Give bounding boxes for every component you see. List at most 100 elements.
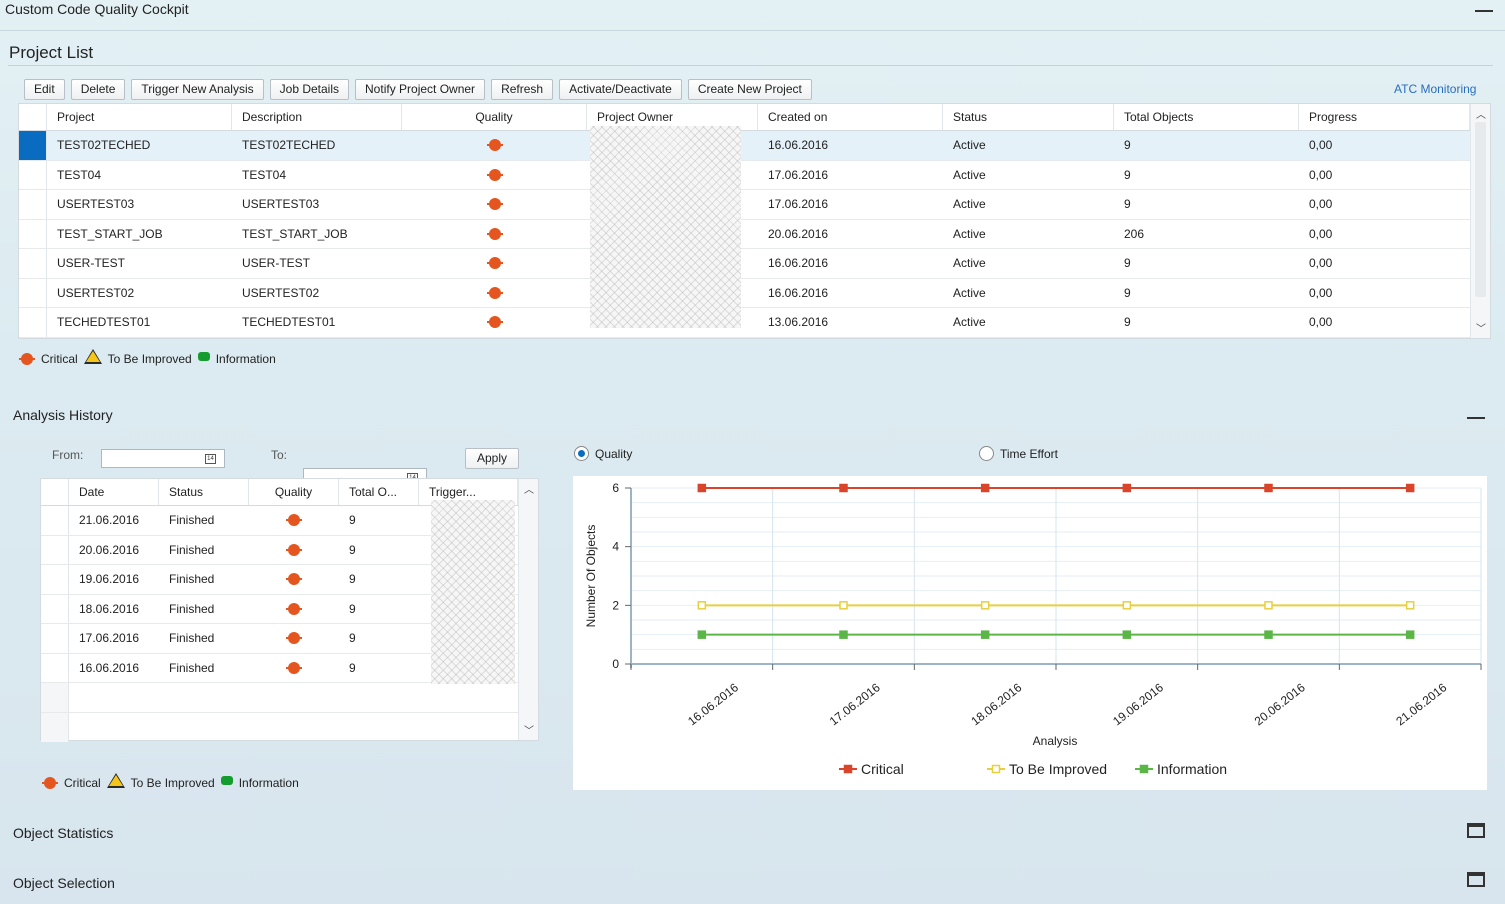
quality-cell	[402, 249, 587, 278]
edit-button[interactable]: Edit	[24, 79, 65, 100]
project-table-scrollbar[interactable]: ︿ ﹀	[1470, 104, 1490, 338]
minimize-icon[interactable]	[1475, 10, 1493, 12]
row-selector[interactable]	[19, 131, 47, 160]
x-tick-label: 21.06.2016	[1393, 680, 1449, 728]
date-cell: 18.06.2016	[79, 601, 140, 616]
radio-time-effort-label: Time Effort	[1000, 446, 1059, 461]
table-row[interactable]: TECHEDTEST01 TECHEDTEST01 13.06.2016 Active…	[19, 308, 1490, 338]
row-selector[interactable]	[19, 160, 47, 189]
row-selector[interactable]	[41, 653, 69, 682]
row-selector[interactable]	[19, 219, 47, 248]
row-selector[interactable]	[19, 190, 47, 219]
table-row[interactable]: TEST_START_JOB TEST_START_JOB 20.06.2016 Ac…	[19, 219, 1490, 249]
column-header-status[interactable]: Status	[159, 479, 249, 505]
row-selector[interactable]	[41, 535, 69, 564]
legend-label: To Be Improved	[1009, 761, 1107, 777]
quality-cell	[402, 161, 587, 190]
radio-quality-button[interactable]	[574, 446, 589, 461]
trigger-new-analysis-button[interactable]: Trigger New Analysis	[131, 79, 264, 100]
column-header-progress[interactable]: Progress	[1299, 104, 1470, 130]
collapse-analysis-icon[interactable]	[1467, 417, 1485, 419]
row-selector[interactable]	[41, 594, 69, 623]
radio-quality[interactable]: Quality	[574, 446, 632, 461]
table-row[interactable]: 19.06.2016 Finished 9	[41, 565, 538, 595]
row-selector[interactable]	[41, 683, 69, 712]
table-row[interactable]: TEST02TECHED TEST02TECHED 16.06.2016 Active…	[19, 131, 1490, 161]
select-all-header[interactable]	[41, 479, 69, 505]
status-cell: Finished	[169, 513, 215, 527]
description-cell: TEST04	[242, 167, 287, 182]
notify-project-owner-button[interactable]: Notify Project Owner	[355, 79, 486, 100]
radio-time-effort[interactable]: Time Effort	[979, 446, 1058, 461]
column-header-total-objects[interactable]: Total O...	[339, 479, 419, 505]
column-header-date[interactable]: Date	[69, 479, 159, 505]
date-cell: 17.06.2016	[79, 631, 140, 645]
table-row[interactable]: 21.06.2016 Finished 9	[41, 506, 538, 536]
row-selector[interactable]	[41, 565, 69, 594]
column-header-project[interactable]: Project	[47, 104, 232, 130]
object-selection-title[interactable]: Object Selection	[13, 875, 115, 891]
quality-cell	[402, 131, 587, 160]
column-header-description[interactable]: Description	[232, 104, 402, 130]
progress-cell: 0,00	[1309, 226, 1333, 241]
total-objects-cell: 206	[1124, 226, 1145, 241]
data-point	[697, 483, 707, 493]
column-header-project-owner[interactable]: Project Owner	[587, 104, 758, 130]
select-all-header[interactable]	[19, 104, 47, 130]
column-header-quality[interactable]: Quality	[402, 104, 587, 130]
row-selector[interactable]	[19, 278, 47, 307]
history-table-header: Date Status Quality Total O... Trigger..…	[41, 479, 538, 506]
header-divider	[0, 30, 1505, 31]
data-point	[980, 630, 990, 639]
expand-panel-icon[interactable]	[1467, 872, 1485, 887]
column-header-status[interactable]: Status	[943, 104, 1114, 130]
refresh-button[interactable]: Refresh	[491, 79, 554, 100]
x-tick-label: 16.06.2016	[685, 680, 741, 728]
to-label: To:	[271, 448, 288, 462]
activate-deactivate-button[interactable]: Activate/Deactivate	[559, 79, 682, 100]
calendar-icon[interactable]: 14	[205, 454, 216, 464]
history-table-scrollbar[interactable]: ︿ ﹀	[518, 479, 538, 740]
table-row[interactable]: 18.06.2016 Finished 9	[41, 594, 538, 624]
description-cell: USERTEST02	[242, 285, 320, 300]
quality-cell	[249, 565, 339, 594]
scroll-down-icon[interactable]: ﹀	[1476, 324, 1486, 335]
column-header-quality[interactable]: Quality	[249, 479, 339, 505]
row-selector[interactable]	[41, 712, 69, 742]
radio-time-effort-button[interactable]	[979, 446, 994, 461]
scroll-up-icon[interactable]: ︿	[524, 485, 534, 496]
table-row[interactable]: 17.06.2016 Finished 9	[41, 624, 538, 654]
scroll-down-icon[interactable]: ﹀	[524, 726, 534, 737]
table-row[interactable]: USER-TEST USER-TEST 16.06.2016 Active 9 0,00	[19, 249, 1490, 279]
column-header-total-objects[interactable]: Total Objects	[1114, 104, 1299, 130]
total-objects-cell: 9	[349, 542, 356, 557]
table-row[interactable]: USERTEST02 USERTEST02 16.06.2016 Active 9 0,0…	[19, 278, 1490, 308]
date-cell: 19.06.2016	[79, 572, 140, 586]
column-header-trigger[interactable]: Trigger...	[419, 479, 518, 505]
progress-cell: 0,00	[1309, 315, 1333, 329]
expand-panel-icon[interactable]	[1467, 823, 1485, 838]
from-date-input[interactable]: 14	[101, 449, 225, 468]
scroll-thumb[interactable]	[1475, 122, 1486, 297]
created-on-cell: 16.06.2016	[768, 138, 829, 152]
status-cell: Finished	[169, 572, 215, 586]
apply-button[interactable]: Apply	[465, 448, 519, 469]
object-statistics-title[interactable]: Object Statistics	[13, 825, 114, 841]
table-row[interactable]: TEST04 TEST04 17.06.2016 Active 9 0,00	[19, 160, 1490, 190]
column-header-created-on[interactable]: Created on	[758, 104, 943, 130]
delete-button[interactable]: Delete	[70, 79, 126, 100]
table-row[interactable]: 16.06.2016 Finished 9	[41, 653, 538, 683]
quality-cell	[402, 308, 587, 337]
row-selector[interactable]	[41, 506, 69, 535]
job-details-button[interactable]: Job Details	[269, 79, 350, 100]
table-row[interactable]: USERTEST03 USERTEST03 17.06.2016 Active 9 0,0…	[19, 190, 1490, 220]
app-title: Custom Code Quality Cockpit	[5, 1, 189, 17]
scroll-up-icon[interactable]: ︿	[1476, 110, 1486, 121]
atc-monitoring-link[interactable]: ATC Monitoring	[1394, 82, 1477, 96]
row-selector[interactable]	[19, 249, 47, 278]
data-point	[1122, 483, 1132, 493]
row-selector[interactable]	[19, 308, 47, 337]
table-row[interactable]: 20.06.2016 Finished 9	[41, 535, 538, 565]
create-new-project-button[interactable]: Create New Project	[687, 79, 812, 100]
row-selector[interactable]	[41, 624, 69, 653]
